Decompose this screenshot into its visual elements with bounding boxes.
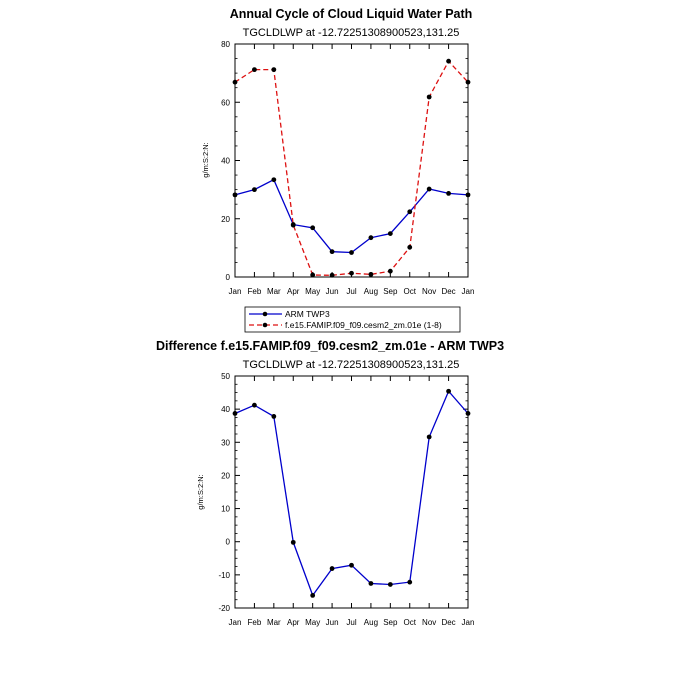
bottom-y-tick-label: -20 xyxy=(218,604,230,613)
top-series-0-point xyxy=(426,186,432,192)
bottom-series-0-point xyxy=(387,582,393,587)
top-series-line-1 xyxy=(234,60,469,276)
bottom-x-tick-label: Jun xyxy=(326,618,339,627)
bottom-x-tick-label: Apr xyxy=(287,618,300,627)
top-series-0-point xyxy=(252,187,257,193)
top-chart-title: Annual Cycle of Cloud Liquid Water Path xyxy=(230,7,473,21)
bottom-series-0-point xyxy=(349,562,354,568)
bottom-panel: Difference f.e15.FAMIP.f09_f09.cesm2_zm.… xyxy=(156,339,504,627)
bottom-y-tick-label: 50 xyxy=(221,372,230,381)
bottom-series-0-point xyxy=(290,539,296,545)
bottom-chart-title: Difference f.e15.FAMIP.f09_f09.cesm2_zm.… xyxy=(156,339,504,353)
top-series-0-point xyxy=(329,249,335,255)
top-series-1-point xyxy=(349,270,354,276)
top-series-line-0 xyxy=(234,178,469,254)
top-series-0-point xyxy=(407,209,413,215)
bottom-x-tick-label: May xyxy=(305,618,320,627)
top-series-1-point xyxy=(271,67,277,73)
top-series-1-point xyxy=(329,272,335,278)
top-chart-subtitle: TGCLDLWP at -12.72251308900523,131.25 xyxy=(243,27,460,39)
bottom-x-tick-label: Jan xyxy=(462,618,475,627)
top-series-1-point xyxy=(465,79,471,85)
bottom-y-tick-label: 10 xyxy=(221,505,230,514)
top-series-1-point xyxy=(387,268,393,274)
top-x-tick-label: Jan xyxy=(229,287,242,296)
top-x-tick-label: Sep xyxy=(383,287,398,296)
top-y-tick-label: 40 xyxy=(221,157,230,166)
bottom-series-0-point xyxy=(368,581,374,586)
top-y-tick-label: 20 xyxy=(221,215,230,224)
bottom-y-tick-label: 30 xyxy=(221,438,230,447)
bottom-y-tick-label: 40 xyxy=(221,405,230,414)
bottom-chart-subtitle: TGCLDLWP at -12.72251308900523,131.25 xyxy=(243,359,460,371)
bottom-x-tick-label: Dec xyxy=(441,618,455,627)
legend-entry-model: f.e15.FAMIP.f09_f09.cesm2_zm.01e (1-8) xyxy=(285,320,442,330)
bottom-x-tick-label: Oct xyxy=(404,618,417,627)
top-series-1-point xyxy=(407,244,413,250)
bottom-series-0-point xyxy=(426,434,432,440)
top-y-tick-label: 0 xyxy=(226,273,231,282)
bottom-series-0-point xyxy=(446,388,451,394)
bottom-y-axis-label: g/m:S:2:N: xyxy=(196,474,205,509)
bottom-x-tick-label: Aug xyxy=(364,618,378,627)
top-x-tick-label: Oct xyxy=(404,287,417,296)
bottom-series-0-point xyxy=(232,411,238,416)
bottom-series-0-point xyxy=(407,579,413,585)
bottom-y-tick-label: 0 xyxy=(226,538,231,547)
top-y-axis-label: g/m:S:2:N: xyxy=(201,142,210,177)
bottom-series-0-point xyxy=(329,566,335,571)
bottom-x-tick-label: Nov xyxy=(422,618,436,627)
bottom-series-0-point xyxy=(465,411,471,416)
top-x-tick-label: Dec xyxy=(441,287,455,296)
bottom-y-tick-label: 20 xyxy=(221,471,230,480)
bottom-x-tick-label: Feb xyxy=(248,618,262,627)
top-x-tick-label: Feb xyxy=(248,287,262,296)
bottom-x-tick-label: Jul xyxy=(346,618,356,627)
top-x-tick-label: Jul xyxy=(346,287,356,296)
bottom-plot-frame xyxy=(234,375,469,609)
top-x-tick-label: Aug xyxy=(364,287,378,296)
bottom-y-tick-label: -10 xyxy=(218,571,230,580)
bottom-x-tick-label: Jan xyxy=(229,618,242,627)
top-plot-frame xyxy=(234,43,469,278)
top-x-tick-label: May xyxy=(305,287,320,296)
top-x-tick-label: Apr xyxy=(287,287,300,296)
bottom-series-0-point xyxy=(252,402,257,408)
top-x-tick-label: Jun xyxy=(326,287,339,296)
top-series-0-point xyxy=(349,250,354,255)
top-y-tick-label: 60 xyxy=(221,98,230,107)
bottom-x-tick-label: Sep xyxy=(383,618,398,627)
top-series-0-point xyxy=(271,177,277,183)
top-series-0-point xyxy=(387,231,393,237)
top-series-1-point xyxy=(290,222,296,228)
top-series-0-point xyxy=(368,235,374,241)
legend-marker-model xyxy=(262,322,268,328)
top-series-1-point xyxy=(446,58,451,64)
top-series-0-point xyxy=(310,225,316,231)
legend-entry-arm: ARM TWP3 xyxy=(285,309,330,319)
bottom-series-0-point xyxy=(310,593,316,598)
top-series-1-point xyxy=(310,272,316,278)
legend-box xyxy=(244,306,461,333)
bottom-series-0-point xyxy=(271,414,277,419)
top-x-tick-label: Nov xyxy=(422,287,436,296)
top-x-tick-label: Mar xyxy=(267,287,281,296)
top-series-1-point xyxy=(252,67,257,73)
top-series-0-point xyxy=(232,192,238,198)
top-series-0-point xyxy=(446,191,451,196)
top-panel: Annual Cycle of Cloud Liquid Water Path … xyxy=(201,7,474,296)
top-series-1-point xyxy=(232,79,238,85)
top-series-0-point xyxy=(465,192,471,198)
top-x-tick-label: Jan xyxy=(462,287,475,296)
legend-marker-arm xyxy=(262,311,268,317)
top-series-1-point xyxy=(368,271,374,277)
top-series-1-point xyxy=(426,94,432,100)
bottom-x-tick-label: Mar xyxy=(267,618,281,627)
top-y-tick-label: 80 xyxy=(221,40,230,49)
legend: ARM TWP3 f.e15.FAMIP.f09_f09.cesm2_zm.01… xyxy=(244,306,461,333)
